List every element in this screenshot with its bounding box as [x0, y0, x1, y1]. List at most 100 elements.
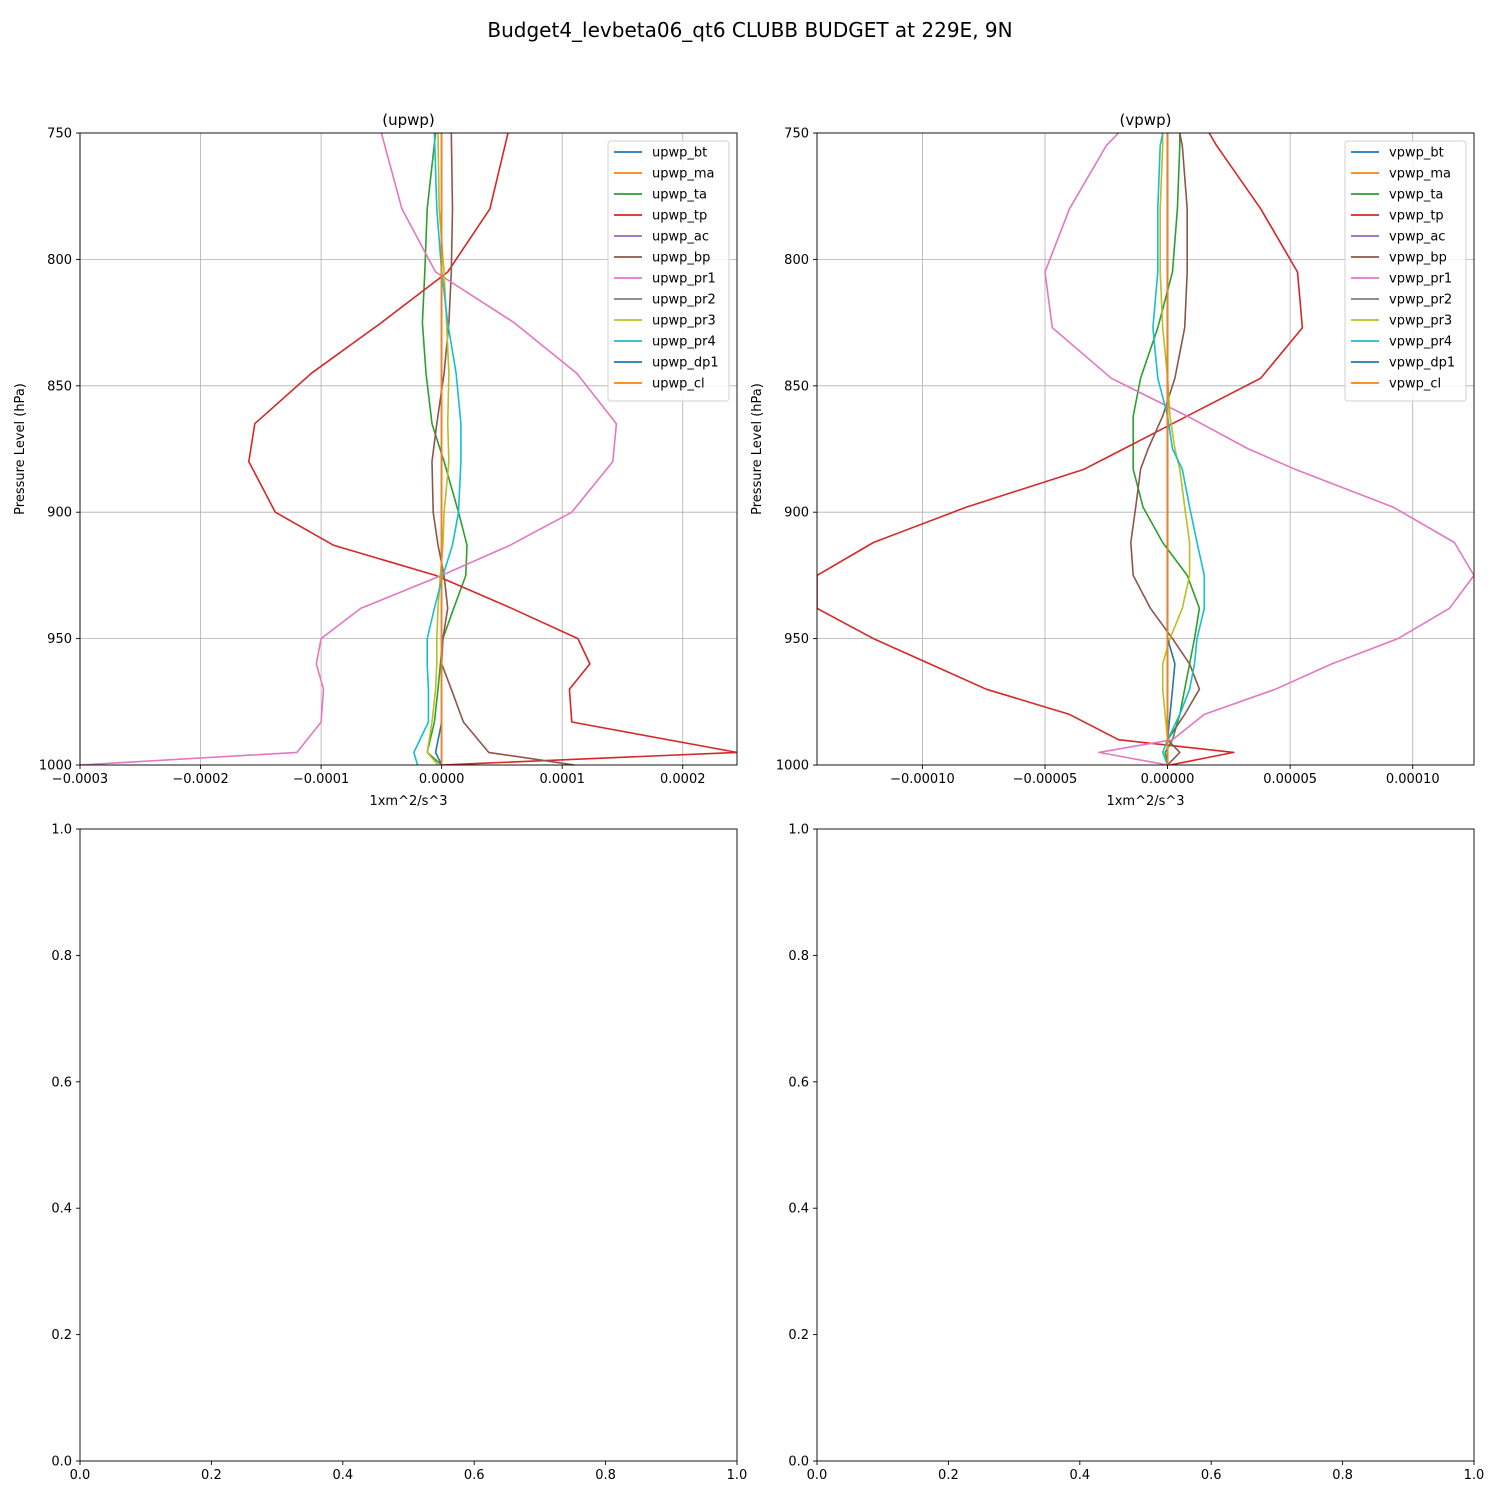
legend: vpwp_bt vpwp_ma vpwp_ta vpwp_tp vpwp_ac vpwp_…: [1344, 140, 1467, 402]
x-tick-label: 0.0001: [539, 772, 585, 787]
x-tick-label: 0.4: [1069, 1468, 1090, 1483]
legend-label: vpwp_pr4: [1389, 335, 1452, 350]
subplot-grid: −0.0003 −0.0002 −0.0001 0.0000 0.0001 0.0002 7…: [13, 111, 1484, 1483]
axes-frame: [816, 828, 1475, 1462]
legend-label: upwp_ac: [652, 230, 709, 245]
y-tick-label: 1000: [776, 759, 809, 774]
x-tick-label: −0.00005: [1013, 772, 1078, 787]
y-tick-label: 950: [47, 632, 72, 647]
subplot-2: −0.00010 −0.00005 0.00000 0.00005 0.00010 750…: [750, 111, 1475, 809]
subplot-1: −0.0003 −0.0002 −0.0001 0.0000 0.0001 0.0002 7…: [13, 111, 738, 809]
legend-label: upwp_cl: [652, 377, 705, 392]
y-tick-label: 1000: [39, 759, 72, 774]
y-tick-label: 0.4: [51, 1202, 72, 1217]
legend-label: upwp_tp: [652, 209, 707, 224]
subplot-4: 0.0 0.2 0.4 0.6 0.8 1.0 0.0 0.2 0.4 0.6 0.8 1.0: [788, 823, 1484, 1484]
x-tick-label: 0.00005: [1263, 772, 1317, 787]
x-tick-label: 1.0: [1464, 1468, 1485, 1483]
y-tick-label: 1.0: [51, 823, 72, 838]
y-tick-label: 900: [784, 506, 809, 521]
x-tick-label: 0.6: [464, 1468, 485, 1483]
legend-label: upwp_ta: [652, 188, 707, 203]
plot-area: [817, 829, 1474, 1461]
series-line-upwp_tp: [248, 133, 737, 765]
y-tick-label: 0.0: [51, 1455, 72, 1470]
y-tick-label: 750: [47, 127, 72, 142]
series-line-vpwp_pr1: [1044, 133, 1474, 765]
y-tick-label: 0.4: [788, 1202, 809, 1217]
legend-label: upwp_pr1: [652, 272, 716, 287]
legend-label: vpwp_ac: [1389, 230, 1445, 245]
legend-label: vpwp_bp: [1389, 251, 1447, 266]
x-tick-label: −0.0002: [172, 772, 228, 787]
axes-frame: [816, 132, 1475, 766]
y-tick-label: 850: [47, 379, 72, 394]
y-tick-label: 850: [784, 379, 809, 394]
legend-label: upwp_ma: [652, 167, 715, 182]
legend-box: [1344, 140, 1467, 402]
x-tick-label: 0.0: [70, 1468, 91, 1483]
series-line-upwp_ta: [421, 133, 468, 765]
legend-label: vpwp_ta: [1389, 188, 1443, 203]
y-tick-label: 0.0: [788, 1455, 809, 1470]
y-tick-label: 0.2: [51, 1328, 72, 1343]
legend-label: vpwp_ma: [1389, 167, 1451, 182]
subplot-3: 0.0 0.2 0.4 0.6 0.8 1.0 0.0 0.2 0.4 0.6 0.8 1.0: [51, 823, 747, 1484]
y-axis-label: Pressure Level (hPa): [750, 383, 765, 515]
legend-label: upwp_pr2: [652, 293, 716, 308]
axes-frame: [79, 828, 738, 1462]
legend-label: vpwp_dp1: [1389, 356, 1455, 371]
legend-label: upwp_bp: [652, 251, 710, 266]
y-tick-label: 800: [784, 253, 809, 268]
legend-label: vpwp_pr1: [1389, 272, 1452, 287]
series-line-vpwp_pr4: [1152, 133, 1206, 765]
x-tick-label: 1.0: [727, 1468, 748, 1483]
legend-label: upwp_pr3: [652, 314, 716, 329]
figure-title: Budget4_levbeta06_qt6 CLUBB BUDGET at 22…: [487, 18, 1012, 42]
series-line-upwp_pr1: [80, 133, 618, 765]
series-line-vpwp_tp: [817, 133, 1304, 765]
x-tick-label: −0.0003: [52, 772, 108, 787]
x-tick-label: 0.2: [201, 1468, 222, 1483]
x-tick-label: 0.0002: [660, 772, 706, 787]
plot-area: [80, 829, 737, 1461]
x-tick-label: 0.00000: [1141, 772, 1195, 787]
series-group: [80, 133, 737, 765]
x-tick-label: 0.8: [595, 1468, 616, 1483]
x-axis-label: 1xm^2/s^3: [369, 794, 447, 809]
legend-label: vpwp_cl: [1389, 377, 1441, 392]
x-tick-label: −0.0001: [293, 772, 349, 787]
y-tick-label: 0.6: [51, 1075, 72, 1090]
x-tick-label: 0.0000: [419, 772, 465, 787]
axes-frame: [79, 132, 738, 766]
legend-label: vpwp_pr2: [1389, 293, 1452, 308]
x-tick-label: 0.00010: [1386, 772, 1440, 787]
y-tick-label: 0.8: [51, 949, 72, 964]
y-tick-label: 0.8: [788, 949, 809, 964]
legend: upwp_bt upwp_ma upwp_ta upwp_tp upwp_ac upwp_…: [607, 140, 730, 402]
axes-title: (vpwp): [1120, 111, 1172, 129]
series-line-upwp_bp: [431, 133, 575, 765]
y-axis-label: Pressure Level (hPa): [13, 383, 28, 515]
x-tick-label: 0.2: [938, 1468, 959, 1483]
y-tick-label: 1.0: [788, 823, 809, 838]
legend-label: upwp_dp1: [652, 356, 719, 371]
legend-label: vpwp_tp: [1389, 209, 1444, 224]
x-tick-label: 0.8: [1332, 1468, 1353, 1483]
legend-label: upwp_pr4: [652, 335, 716, 350]
y-tick-label: 0.2: [788, 1328, 809, 1343]
series-line-upwp_pr4: [413, 133, 462, 765]
legend-label: upwp_bt: [652, 146, 707, 161]
axes-title: (upwp): [382, 111, 435, 129]
x-tick-label: 0.4: [332, 1468, 353, 1483]
legend-label: vpwp_pr3: [1389, 314, 1452, 329]
x-tick-label: −0.00010: [890, 772, 955, 787]
legend-label: vpwp_bt: [1389, 146, 1444, 161]
y-tick-label: 750: [784, 127, 809, 142]
series-line-vpwp_bp: [1130, 133, 1201, 765]
series-line-vpwp_pr3: [1159, 133, 1191, 765]
x-axis-label: 1xm^2/s^3: [1106, 794, 1184, 809]
x-tick-label: 0.6: [1201, 1468, 1222, 1483]
y-tick-label: 950: [784, 632, 809, 647]
